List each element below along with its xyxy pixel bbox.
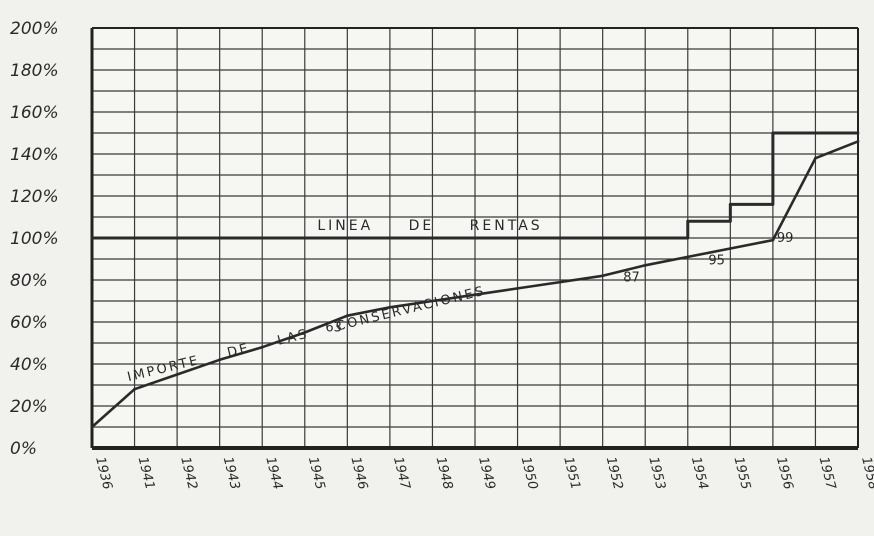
series-1-point: [814, 156, 817, 160]
series-0-point: [431, 236, 434, 240]
x-tick-label: 1941: [135, 455, 158, 491]
series-0-point: [388, 236, 392, 240]
series-line-0: [92, 131, 858, 240]
x-tick-label: 1952: [603, 455, 626, 491]
series-0-point: [218, 236, 222, 240]
series-0-point: [814, 131, 817, 135]
x-tick-label: 1950: [518, 455, 541, 491]
point-label: 87: [623, 270, 640, 285]
x-axis: 1936 1941 1942 1943 1944 1945 1946 1947 1948 1949…: [92, 455, 874, 491]
series-1-point: [473, 293, 477, 297]
x-tick-label: 1953: [645, 455, 668, 491]
series-1-point: [643, 263, 647, 267]
y-tick-label: 0%: [10, 439, 37, 459]
x-tick-label: 1957: [816, 455, 839, 491]
y-tick-label: 100%: [10, 229, 59, 249]
series-0-point: [516, 236, 519, 240]
point-label: 63: [325, 321, 342, 336]
x-tick-label: 1954: [688, 455, 711, 491]
y-tick-label: 40%: [10, 355, 48, 375]
series-0-point: [90, 236, 94, 240]
x-tick-label: 1936: [92, 455, 115, 491]
series-1-point: [856, 140, 860, 143]
y-tick-label: 200%: [10, 19, 59, 39]
x-tick-label: 1955: [730, 455, 753, 491]
series-1-point: [303, 331, 307, 334]
series-layer: [90, 131, 860, 429]
x-tick-label: 1947: [390, 455, 413, 491]
x-tick-label: 1951: [560, 455, 583, 491]
series-1-point: [90, 425, 94, 429]
x-tick-label: 1949: [475, 455, 498, 491]
series-0-point: [345, 236, 349, 240]
series-1-point: [133, 387, 136, 391]
series-0-point: [133, 236, 136, 240]
y-tick-label: 180%: [10, 61, 59, 81]
series-0-point: [260, 236, 264, 240]
point-label: 99: [777, 231, 794, 246]
series-1-point: [218, 358, 222, 362]
x-tick-label: 1958: [858, 455, 874, 491]
series-0-point: [856, 131, 860, 135]
series-0-point: [601, 236, 605, 240]
series-0-point: [175, 236, 179, 240]
series-label-rentas: LINEA DE RENTAS: [317, 218, 542, 234]
series-0-point: [643, 236, 647, 240]
y-axis: 0% 20% 40% 60% 80% 100% 120% 140% 160% 180% 200%: [10, 19, 59, 459]
series-0-point: [303, 236, 307, 240]
x-tick-label: 1945: [305, 455, 328, 491]
y-tick-label: 120%: [10, 187, 59, 207]
x-tick-label: 1956: [773, 455, 796, 491]
series-1-point: [516, 287, 519, 290]
series-1-point: [260, 345, 264, 349]
series-0-point: [686, 219, 690, 223]
point-label: 95: [708, 254, 725, 269]
x-tick-label: 1944: [262, 455, 285, 491]
series-0-point: [728, 203, 732, 206]
y-tick-label: 80%: [10, 271, 48, 291]
series-1-point: [175, 373, 179, 376]
series-0-point: [473, 236, 477, 240]
series-1-point: [431, 299, 434, 303]
series-1-point: [601, 274, 605, 278]
y-tick-label: 160%: [10, 103, 59, 123]
series-1-point: [771, 238, 775, 242]
series-0-point: [771, 131, 775, 135]
series-1-point: [728, 247, 732, 250]
x-tick-label: 1948: [433, 455, 456, 491]
series-1-point: [558, 280, 562, 284]
series-1-point: [388, 305, 392, 309]
series-0-point: [558, 236, 562, 240]
x-tick-label: 1943: [220, 455, 243, 491]
series-1-point: [345, 314, 349, 318]
y-tick-label: 140%: [10, 145, 59, 165]
series-1-point: [686, 255, 690, 259]
y-tick-label: 20%: [10, 397, 48, 417]
x-tick-label: 1946: [347, 455, 370, 491]
y-tick-label: 60%: [10, 313, 48, 333]
x-tick-label: 1942: [177, 455, 200, 491]
